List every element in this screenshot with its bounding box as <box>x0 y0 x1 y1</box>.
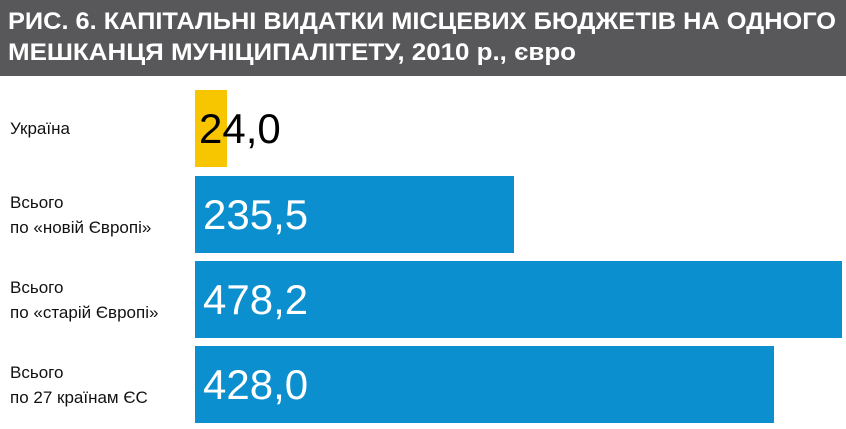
value-label: 428,0 <box>203 360 309 408</box>
bar <box>195 261 842 338</box>
value-label: 24,0 <box>199 104 281 152</box>
category-label: Всього по «старій Європі» <box>10 277 159 322</box>
value-label: 235,5 <box>203 190 309 238</box>
bar <box>195 346 775 423</box>
category-label: Україна <box>10 119 70 138</box>
bar <box>195 176 514 253</box>
title-banner: РИС. 6. КАПІТАЛЬНІ ВИДАТКИ МІСЦЕВИХ БЮДЖ… <box>0 0 846 76</box>
category-label: Всього по 27 країнам ЄС <box>10 362 148 407</box>
value-label: 478,2 <box>203 275 309 323</box>
bar <box>195 90 228 167</box>
category-label: Всього по «новій Європі» <box>10 192 152 237</box>
chart-title: РИС. 6. КАПІТАЛЬНІ ВИДАТКИ МІСЦЕВИХ БЮДЖ… <box>8 8 836 66</box>
